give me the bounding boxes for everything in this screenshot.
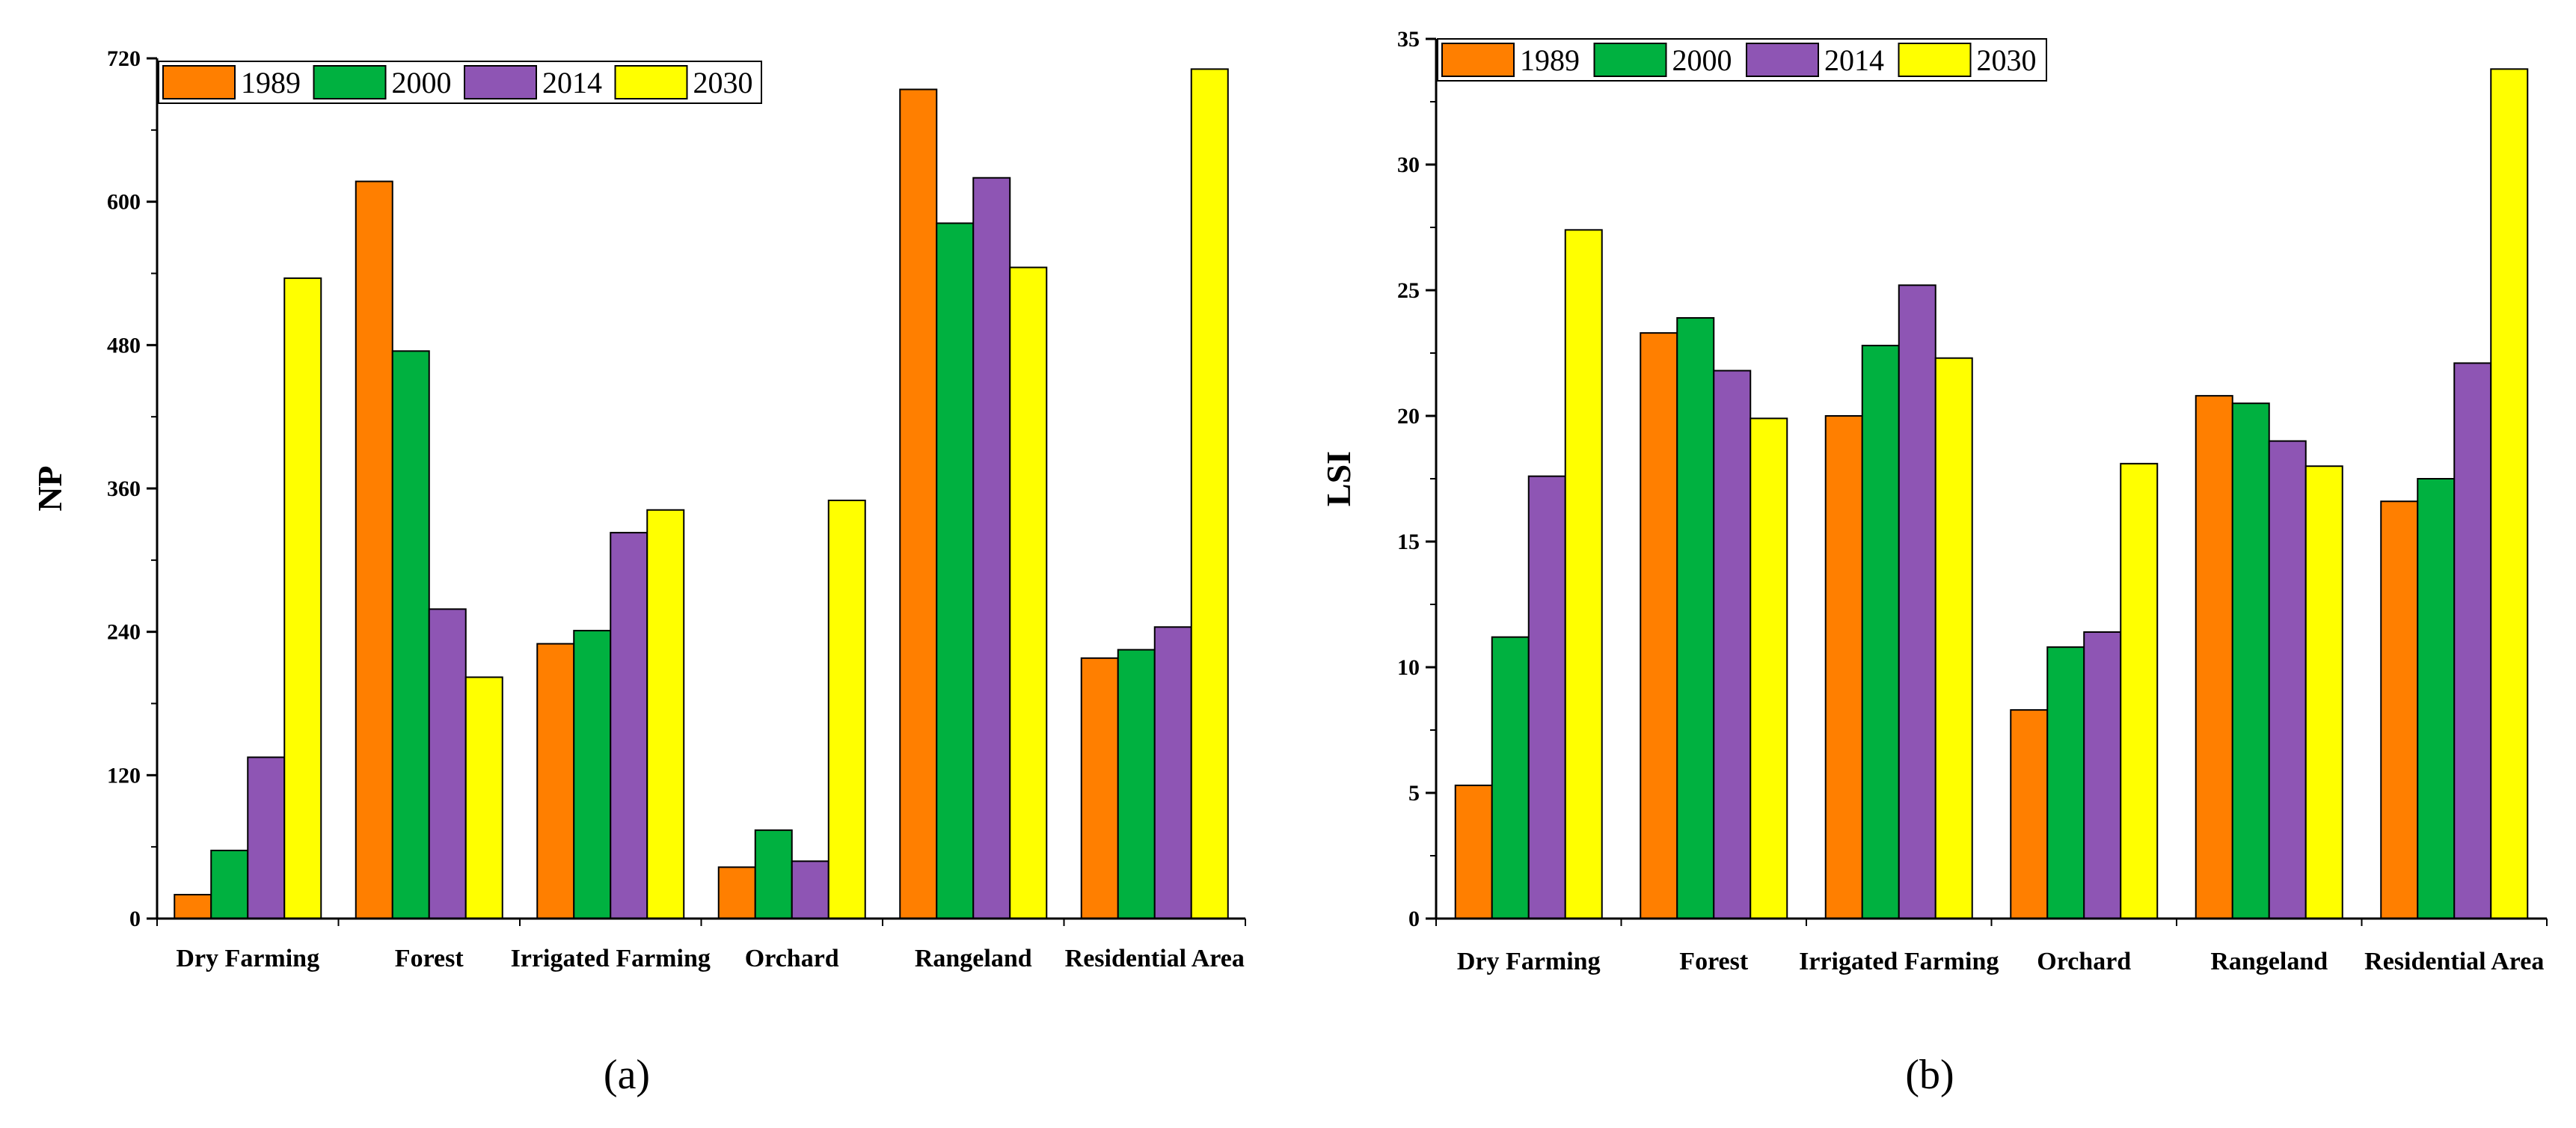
bar-lsi-2014-3 — [2083, 631, 2122, 920]
y-tick-label: 15 — [1397, 530, 1420, 554]
bar-lsi-2014-1 — [1713, 370, 1752, 919]
legend-swatch-2000 — [313, 65, 387, 99]
bar-np-2000-5 — [1117, 649, 1156, 919]
legend-label: 1989 — [1520, 43, 1580, 77]
bar-np-2030-4 — [1009, 266, 1048, 919]
bar-np-1989-0 — [174, 894, 212, 919]
bar-lsi-2014-4 — [2268, 440, 2307, 919]
chart-np: 0 120 240 360 480 600 720 Dry Farming Forest Irri… — [31, 46, 1246, 1098]
bar-np-1989-2 — [536, 643, 575, 920]
legend-label: 2000 — [1672, 43, 1732, 77]
y-tick-label: 20 — [1397, 404, 1420, 429]
bar-np-2030-3 — [827, 499, 866, 919]
bar-np-2000-3 — [754, 829, 793, 919]
y-tick-label: 480 — [107, 333, 141, 358]
bar-lsi-2030-4 — [2304, 465, 2343, 919]
legend-swatch-1989 — [1441, 43, 1515, 77]
bar-lsi-2000-4 — [2231, 402, 2270, 919]
x-tick-label: Rangeland — [915, 945, 1032, 972]
bar-np-2000-4 — [936, 222, 975, 919]
panel-label: (a) — [604, 1052, 650, 1098]
bar-np-1989-1 — [355, 180, 393, 919]
bar-np-1989-4 — [899, 88, 938, 919]
y-tick-label: 120 — [107, 763, 141, 788]
y-tick-label: 0 — [1408, 907, 1420, 931]
y-tick-label: 5 — [1408, 781, 1420, 806]
bar-lsi-1989-5 — [2380, 500, 2419, 919]
bar-np-2014-2 — [610, 532, 648, 919]
bar-lsi-2000-5 — [2417, 478, 2456, 919]
x-tick-label: Dry Farming — [176, 945, 319, 972]
bar-lsi-1989-2 — [1824, 415, 1863, 919]
x-tick-label: Forest — [395, 945, 464, 972]
y-tick-label: 0 — [129, 907, 141, 931]
bar-lsi-2000-1 — [1676, 316, 1715, 919]
x-tick-label: Forest — [1679, 948, 1749, 975]
bar-lsi-1989-0 — [1454, 784, 1493, 920]
y-axis-title: NP — [31, 465, 69, 511]
bar-lsi-1989-4 — [2195, 395, 2233, 919]
x-tick-label: Dry Farming — [1457, 948, 1601, 975]
bar-np-2030-5 — [1190, 68, 1229, 919]
bar-lsi-1989-3 — [2010, 709, 2049, 919]
y-tick-label: 360 — [107, 476, 141, 501]
bar-np-2000-0 — [210, 849, 249, 920]
bar-lsi-2014-0 — [1527, 475, 1566, 919]
bar-np-2030-0 — [283, 277, 322, 919]
bar-lsi-2000-2 — [1861, 344, 1900, 920]
x-tick-label: Residential Area — [2364, 948, 2544, 975]
bar-np-2030-2 — [646, 509, 685, 919]
bar-np-1989-5 — [1080, 657, 1119, 919]
y-tick-label: 720 — [107, 46, 141, 71]
bar-lsi-2000-0 — [1491, 636, 1530, 919]
y-tick-label: 600 — [107, 190, 141, 215]
legend-swatch-2030 — [614, 65, 688, 99]
legend-label: 2014 — [542, 66, 602, 99]
y-tick-label: 10 — [1397, 655, 1420, 680]
legend-label: 2014 — [1824, 43, 1884, 77]
bar-np-2014-1 — [428, 608, 467, 919]
x-tick-label: Orchard — [2037, 948, 2131, 975]
bar-lsi-2030-1 — [1749, 417, 1788, 919]
panel-label: (b) — [1905, 1052, 1954, 1098]
bar-np-2000-2 — [573, 630, 612, 919]
bar-lsi-2030-3 — [2120, 462, 2159, 919]
legend-label: 1989 — [241, 66, 301, 99]
x-tick-label: Orchard — [745, 945, 839, 972]
y-axis-title: LSI — [1319, 451, 1358, 506]
legend-swatch-2000 — [1593, 43, 1667, 77]
y-tick-label: 35 — [1397, 27, 1420, 52]
legend-swatch-2030 — [1898, 43, 1972, 77]
bar-np-1989-3 — [717, 866, 756, 920]
bar-np-2000-1 — [391, 350, 430, 919]
x-tick-label: Residential Area — [1065, 945, 1245, 972]
bar-np-2014-5 — [1153, 626, 1192, 919]
bar-np-2014-3 — [791, 860, 829, 920]
bar-lsi-2014-2 — [1898, 284, 1936, 919]
legend-label: 2030 — [693, 66, 753, 99]
bar-lsi-1989-1 — [1640, 332, 1678, 919]
bar-lsi-2030-0 — [1564, 229, 1603, 919]
y-tick-label: 240 — [107, 620, 141, 645]
legend-label: 2030 — [1977, 43, 2037, 77]
bar-lsi-2000-3 — [2046, 646, 2085, 919]
bar-np-2030-1 — [464, 676, 503, 919]
bar-lsi-2030-5 — [2490, 68, 2529, 920]
chart-lsi: 0 5 10 15 20 25 30 35 Dry Farming Forest Irrigated… — [1319, 27, 2548, 1098]
y-tick-label: 25 — [1397, 278, 1420, 303]
x-tick-label: Irrigated Farming — [511, 945, 711, 972]
bar-np-2014-4 — [972, 177, 1011, 919]
legend-swatch-1989 — [162, 65, 236, 99]
bar-lsi-2030-2 — [1934, 357, 1973, 920]
x-tick-label: Rangeland — [2210, 948, 2328, 975]
legend-label: 2000 — [392, 66, 452, 99]
x-tick-label: Irrigated Farming — [1799, 948, 1999, 975]
bar-np-2014-0 — [247, 756, 286, 919]
y-tick-label: 30 — [1397, 153, 1420, 177]
legend-swatch-2014 — [1746, 43, 1819, 77]
bar-lsi-2014-5 — [2453, 362, 2492, 919]
legend-swatch-2014 — [464, 65, 537, 99]
